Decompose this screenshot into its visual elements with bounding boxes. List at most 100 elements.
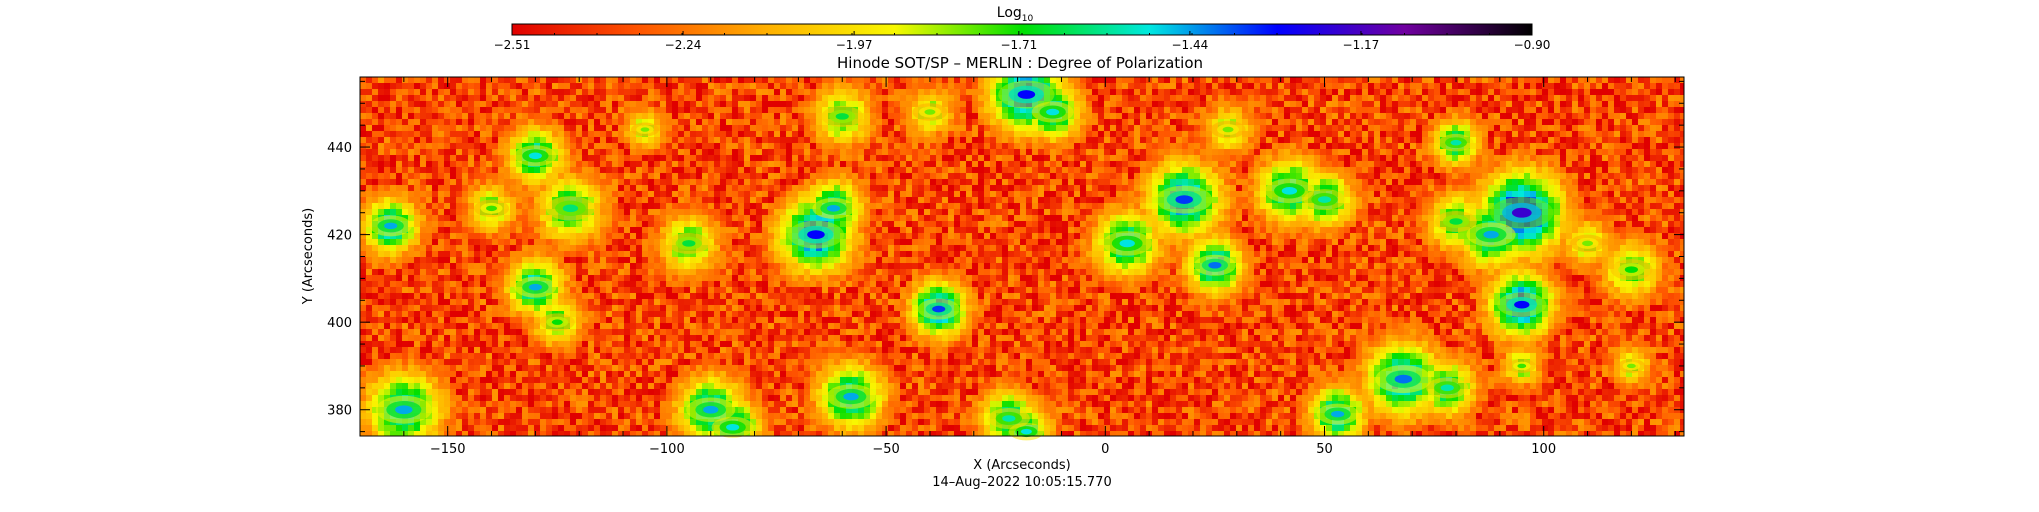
heatmap-cell bbox=[900, 161, 906, 167]
heatmap-cell bbox=[1392, 173, 1398, 179]
heatmap-cell bbox=[528, 89, 534, 95]
heatmap-cell bbox=[990, 149, 996, 155]
heatmap-cell bbox=[1656, 113, 1662, 119]
heatmap-cell bbox=[618, 143, 624, 149]
heatmap-cell bbox=[1302, 149, 1308, 155]
heatmap-cell bbox=[972, 173, 978, 179]
heatmap-cell bbox=[672, 77, 678, 83]
heatmap-cell bbox=[438, 161, 444, 167]
heatmap-cell bbox=[1038, 155, 1044, 161]
heatmap-cell bbox=[954, 107, 960, 113]
heatmap-cell bbox=[690, 89, 696, 95]
heatmap-cell bbox=[546, 107, 552, 113]
heatmap-cell bbox=[1200, 161, 1206, 167]
heatmap-cell bbox=[1488, 167, 1494, 173]
heatmap-cell bbox=[378, 209, 384, 215]
heatmap-cell bbox=[1614, 155, 1620, 161]
heatmap-cell bbox=[1176, 167, 1182, 173]
heatmap-cell bbox=[1380, 113, 1386, 119]
heatmap-cell bbox=[714, 83, 720, 89]
heatmap-cell bbox=[1518, 113, 1524, 119]
heatmap-cell bbox=[1350, 161, 1356, 167]
heatmap-cell bbox=[600, 191, 606, 197]
heatmap-cell bbox=[1662, 131, 1668, 137]
heatmap-cell bbox=[1080, 197, 1086, 203]
heatmap-cell bbox=[1332, 83, 1338, 89]
heatmap-cell bbox=[600, 137, 606, 143]
heatmap-cell bbox=[384, 89, 390, 95]
heatmap-cell bbox=[984, 125, 990, 131]
heatmap-cell bbox=[1398, 107, 1404, 113]
heatmap-cell bbox=[792, 155, 798, 161]
heatmap-cell bbox=[1362, 89, 1368, 95]
heatmap-cell bbox=[594, 101, 600, 107]
heatmap-cell bbox=[750, 101, 756, 107]
heatmap-cell bbox=[624, 155, 630, 161]
heatmap-cell bbox=[1260, 83, 1266, 89]
heatmap-cell bbox=[672, 113, 678, 119]
heatmap-cell bbox=[1386, 155, 1392, 161]
heatmap-cell bbox=[1224, 95, 1230, 101]
heatmap-cell bbox=[876, 143, 882, 149]
heatmap-cell bbox=[948, 203, 954, 209]
heatmap-cell bbox=[1374, 191, 1380, 197]
heatmap-cell bbox=[936, 197, 942, 203]
heatmap-cell bbox=[660, 155, 666, 161]
heatmap-cell bbox=[1218, 185, 1224, 191]
heatmap-cell bbox=[840, 137, 846, 143]
heatmap-cell bbox=[1110, 101, 1116, 107]
heatmap-cell bbox=[1026, 125, 1032, 131]
heatmap-cell bbox=[672, 83, 678, 89]
heatmap-cell bbox=[1002, 179, 1008, 185]
heatmap-cell bbox=[1008, 197, 1014, 203]
heatmap-cell bbox=[606, 161, 612, 167]
heatmap-cell bbox=[984, 113, 990, 119]
heatmap-cell bbox=[714, 95, 720, 101]
heatmap-cell bbox=[1230, 113, 1236, 119]
heatmap-cell bbox=[624, 101, 630, 107]
heatmap-cell bbox=[1092, 191, 1098, 197]
heatmap-cell bbox=[1248, 143, 1254, 149]
heatmap-cell bbox=[846, 101, 852, 107]
heatmap-cell bbox=[1062, 77, 1068, 83]
heatmap-cell bbox=[1362, 203, 1368, 209]
heatmap-cell bbox=[1590, 185, 1596, 191]
heatmap-cell bbox=[654, 191, 660, 197]
heatmap-cell bbox=[1542, 95, 1548, 101]
heatmap-cell bbox=[1302, 155, 1308, 161]
heatmap-cell bbox=[1386, 191, 1392, 197]
heatmap-cell bbox=[1530, 125, 1536, 131]
heatmap-cell bbox=[810, 185, 816, 191]
heatmap-cell bbox=[1602, 155, 1608, 161]
heatmap-cell bbox=[648, 149, 654, 155]
heatmap-cell bbox=[438, 179, 444, 185]
heatmap-cell bbox=[1410, 119, 1416, 125]
heatmap-cell bbox=[1020, 131, 1026, 137]
heatmap-cell bbox=[576, 113, 582, 119]
heatmap-cell bbox=[474, 173, 480, 179]
heatmap-cell bbox=[726, 161, 732, 167]
heatmap-cell bbox=[492, 83, 498, 89]
heatmap-cell bbox=[1158, 113, 1164, 119]
heatmap-cell bbox=[948, 143, 954, 149]
heatmap-cell bbox=[1542, 185, 1548, 191]
heatmap-cell bbox=[1338, 185, 1344, 191]
heatmap-cell bbox=[474, 137, 480, 143]
heatmap-cell bbox=[1380, 83, 1386, 89]
heatmap-cell bbox=[1656, 191, 1662, 197]
heatmap-cell bbox=[504, 137, 510, 143]
heatmap-cell bbox=[1326, 173, 1332, 179]
heatmap-cell bbox=[792, 125, 798, 131]
heatmap-cell bbox=[870, 77, 876, 83]
heatmap-cell bbox=[1248, 119, 1254, 125]
heatmap-cell bbox=[1614, 119, 1620, 125]
heatmap-cell bbox=[582, 137, 588, 143]
heatmap-cell bbox=[1200, 125, 1206, 131]
heatmap-cell bbox=[924, 83, 930, 89]
heatmap-cell bbox=[666, 137, 672, 143]
heatmap-cell bbox=[984, 173, 990, 179]
heatmap-cell bbox=[432, 161, 438, 167]
heatmap-cell bbox=[762, 95, 768, 101]
heatmap-cell bbox=[1242, 107, 1248, 113]
heatmap-cell bbox=[1668, 155, 1674, 161]
